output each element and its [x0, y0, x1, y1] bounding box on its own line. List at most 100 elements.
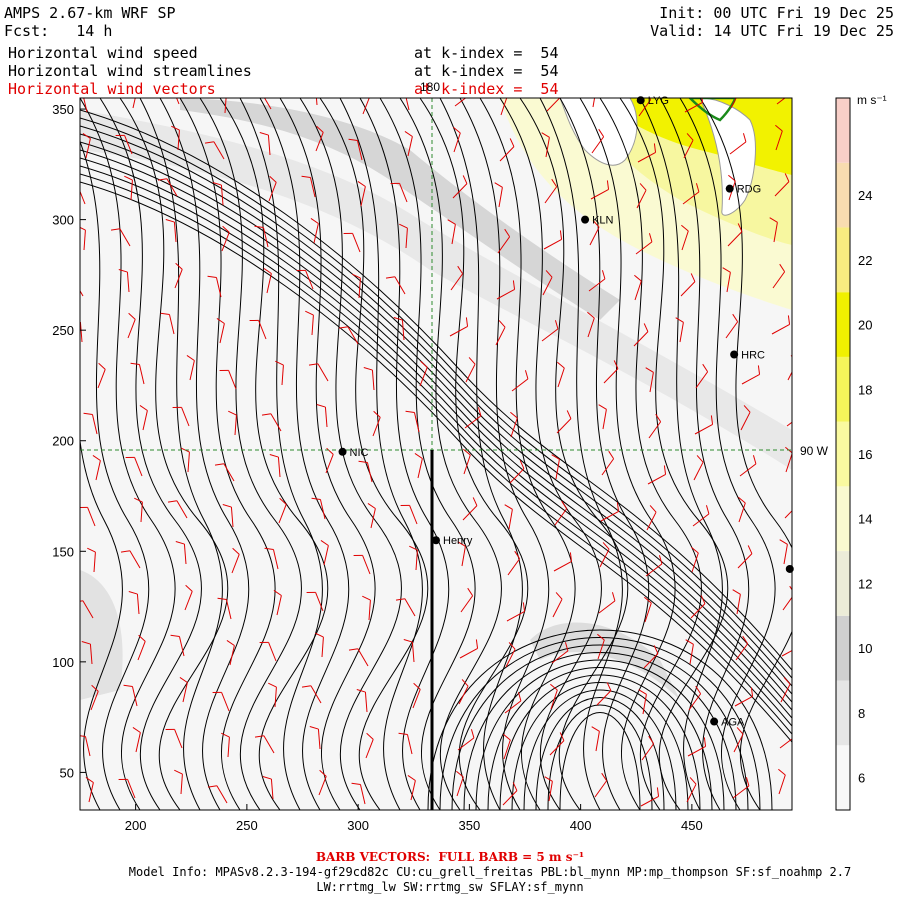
wind-barb — [552, 598, 563, 618]
wind-barb — [187, 452, 190, 473]
wind-barb — [410, 780, 416, 801]
wind-barb-flag — [589, 83, 597, 88]
wind-barb — [317, 363, 329, 382]
wind-barb-flag — [319, 769, 327, 777]
wind-barb — [220, 185, 224, 206]
station-marker — [730, 350, 739, 359]
streamline — [119, 98, 229, 810]
streamline — [239, 98, 323, 810]
wind-barb-flag — [648, 233, 653, 243]
wind-barb — [498, 187, 503, 208]
barb-legend: BARB VECTORS: FULL BARB = 5 m s⁻¹ — [315, 850, 585, 864]
wind-barb — [734, 695, 753, 707]
streamline — [80, 181, 792, 743]
wind-barb-flag — [510, 411, 518, 419]
colorbar-bin — [836, 745, 850, 810]
wind-barb-flag — [263, 268, 272, 274]
wind-barb-flag — [703, 737, 707, 747]
wind-barb-flag — [305, 310, 314, 316]
wind-barb — [454, 98, 467, 107]
wind-barb-flag — [700, 595, 706, 604]
wind-barb — [496, 288, 515, 300]
wind-barb-flag — [98, 362, 106, 370]
streamlines — [80, 98, 792, 810]
wind-barb-flag — [320, 540, 329, 546]
wind-barb — [228, 370, 237, 390]
forecast-hour: Fcst: 14 h — [4, 22, 113, 40]
wind-barb-flag — [728, 174, 736, 182]
wind-barb-flag — [356, 688, 366, 693]
wind-barb — [636, 189, 647, 209]
streamline — [451, 644, 749, 810]
wind-barb-flag — [214, 463, 224, 466]
wind-barb — [85, 138, 91, 159]
streamline — [159, 98, 250, 810]
colorbar-label: 24 — [858, 188, 872, 203]
x-tick-label: 250 — [236, 818, 258, 833]
wind-barb — [417, 458, 423, 479]
wind-barb — [463, 454, 471, 475]
wind-barb-flag — [80, 321, 81, 323]
wind-barb — [692, 513, 710, 527]
wind-barb-flag — [221, 732, 230, 738]
wind-barb-flag — [82, 133, 91, 139]
wind-barb — [546, 98, 561, 112]
colorbar-frame — [835, 97, 851, 811]
wind-barb — [509, 468, 525, 484]
wind-barb — [452, 183, 468, 199]
wind-barb-flag — [279, 497, 287, 505]
wind-barb-flag — [557, 88, 561, 96]
wind-barb — [318, 776, 327, 796]
meridian-label: 180 — [420, 80, 440, 94]
wind-barb — [137, 641, 146, 661]
wind-barb — [407, 136, 413, 157]
wind-barb-flag — [653, 143, 657, 153]
wind-barbs — [80, 83, 802, 807]
wind-barb-flag — [566, 410, 572, 419]
wind-barb-flag — [738, 496, 746, 504]
wind-barb — [368, 600, 371, 621]
wind-barb-flag — [409, 545, 418, 551]
wind-barb — [680, 281, 696, 297]
wind-barb — [771, 323, 790, 335]
wind-barb-flag — [554, 320, 559, 330]
wind-barb-flag — [348, 138, 358, 142]
wind-barb — [84, 736, 91, 757]
wind-barb — [679, 322, 684, 343]
x-tick-label: 200 — [125, 818, 147, 833]
wind-barb — [730, 98, 737, 109]
wind-barb-flag — [269, 453, 279, 458]
wind-barb — [267, 135, 271, 156]
streamline — [80, 125, 792, 687]
wind-barb-flag — [160, 312, 170, 316]
wind-barb — [553, 560, 572, 572]
model-info: Model Info: MPASv8.2.3-194-gf29cd82c CU:… — [128, 865, 852, 879]
wind-barb-flag — [611, 592, 616, 602]
wind-barb — [550, 689, 558, 710]
wind-barb — [646, 511, 657, 531]
wind-barb — [635, 241, 653, 255]
wind-barb — [315, 592, 324, 612]
wind-barb — [231, 554, 240, 574]
wind-barb — [87, 507, 96, 527]
wind-barb — [229, 645, 235, 666]
wind-barb — [556, 418, 572, 434]
wind-barb — [394, 276, 406, 295]
wind-barb-flag — [524, 370, 529, 380]
wind-barb — [365, 739, 374, 759]
wind-barb-flag — [364, 89, 371, 95]
streamline — [499, 98, 602, 810]
colorbar-label: 8 — [858, 706, 865, 721]
wind-barb — [359, 784, 366, 805]
wind-barb — [591, 136, 605, 154]
wind-barb — [450, 273, 464, 291]
wind-barb — [588, 278, 606, 292]
wind-barb — [358, 278, 361, 299]
wind-barb — [638, 99, 652, 117]
streamline — [80, 133, 792, 695]
wind-barb-flag — [800, 405, 802, 414]
wind-barb — [313, 223, 319, 244]
wind-barb — [91, 414, 98, 435]
wind-barb-flag — [311, 497, 321, 501]
wind-barb-flag — [514, 550, 521, 560]
